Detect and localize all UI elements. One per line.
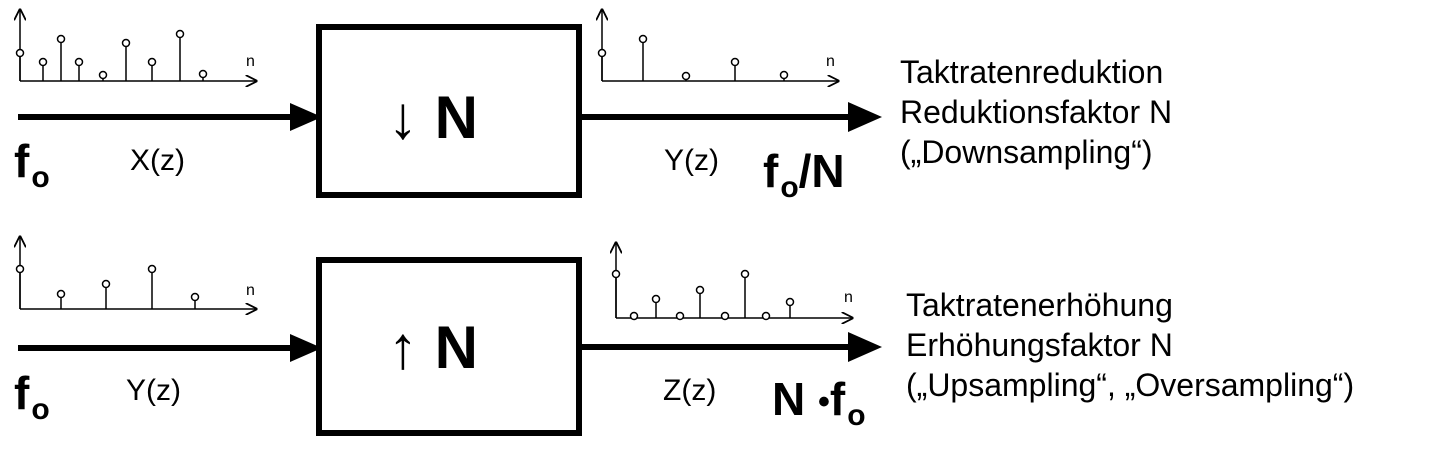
top-input-frequency: fo: [14, 135, 50, 194]
stem-sample: [198, 69, 208, 81]
top-input-axis-label: n: [246, 53, 255, 70]
stem-sample: [779, 70, 789, 81]
top-output-axis-label: n: [826, 53, 835, 70]
bottom-desc-title: Taktratenerhöhung: [906, 287, 1173, 323]
stem-sample: [56, 34, 66, 81]
stem-sample: [651, 294, 661, 318]
stem-sample: [695, 285, 705, 318]
stem-sample: [611, 269, 621, 318]
stem-sample: [15, 264, 25, 309]
stem-sample: [190, 292, 200, 309]
top-downsampler-box: [316, 24, 582, 198]
stem-sample: [629, 311, 639, 321]
bottom-output-frequency: N •fo: [772, 373, 866, 432]
stem-sample: [121, 38, 131, 81]
bottom-desc-factor: Erhöhungsfaktor N: [906, 327, 1173, 363]
top-output-frequency: fo/N: [763, 145, 845, 204]
bottom-input-frequency: fo: [14, 367, 50, 426]
bottom-input-stem-plot: [17, 237, 257, 309]
bottom-desc-term: („Upsampling“, „Oversampling“): [906, 367, 1355, 403]
top-input-stem-plot: [17, 10, 257, 81]
stem-sample: [101, 279, 111, 309]
bottom-output-stem-plot: [613, 243, 853, 320]
stem-sample: [597, 48, 607, 81]
stem-sample: [720, 311, 730, 321]
bottom-description: Taktratenerhöhung Erhöhungsfaktor N („Up…: [906, 285, 1354, 405]
stem-sample: [15, 48, 25, 81]
stem-sample: [56, 289, 66, 309]
stem-sample: [638, 34, 648, 81]
stem-sample: [175, 29, 185, 81]
top-input-arrow: [18, 103, 322, 131]
stem-sample: [38, 57, 48, 81]
stem-sample: [147, 57, 157, 81]
stem-sample: [74, 57, 84, 81]
stem-sample: [681, 71, 691, 81]
bottom-input-arrow: [18, 334, 322, 362]
top-output-arrow: [579, 102, 882, 132]
stem-sample: [761, 311, 771, 321]
bottom-input-axis-label: n: [246, 282, 255, 299]
top-output-signal-label: Y(z): [664, 144, 719, 177]
stem-sample: [147, 264, 157, 309]
bottom-output-arrow: [579, 332, 882, 362]
top-output-stem-plot: [599, 10, 839, 81]
top-description: Taktratenreduktion Reduktionsfaktor N („…: [900, 52, 1172, 172]
stem-sample: [675, 311, 685, 321]
bottom-output-axis-label: n: [844, 289, 853, 306]
top-desc-title: Taktratenreduktion: [900, 54, 1164, 90]
top-input-signal-label: X(z): [130, 144, 185, 177]
stem-sample: [785, 297, 795, 318]
bottom-box-label: ↑ N: [388, 314, 478, 381]
stem-sample: [740, 269, 750, 318]
bottom-input-signal-label: Y(z): [126, 374, 181, 407]
top-box-label: ↓ N: [388, 84, 478, 151]
top-desc-factor: Reduktionsfaktor N: [900, 94, 1173, 130]
top-desc-term: („Downsampling“): [900, 134, 1153, 170]
stem-sample: [98, 70, 108, 81]
stem-sample: [730, 57, 740, 81]
bottom-output-signal-label: Z(z): [663, 374, 717, 407]
